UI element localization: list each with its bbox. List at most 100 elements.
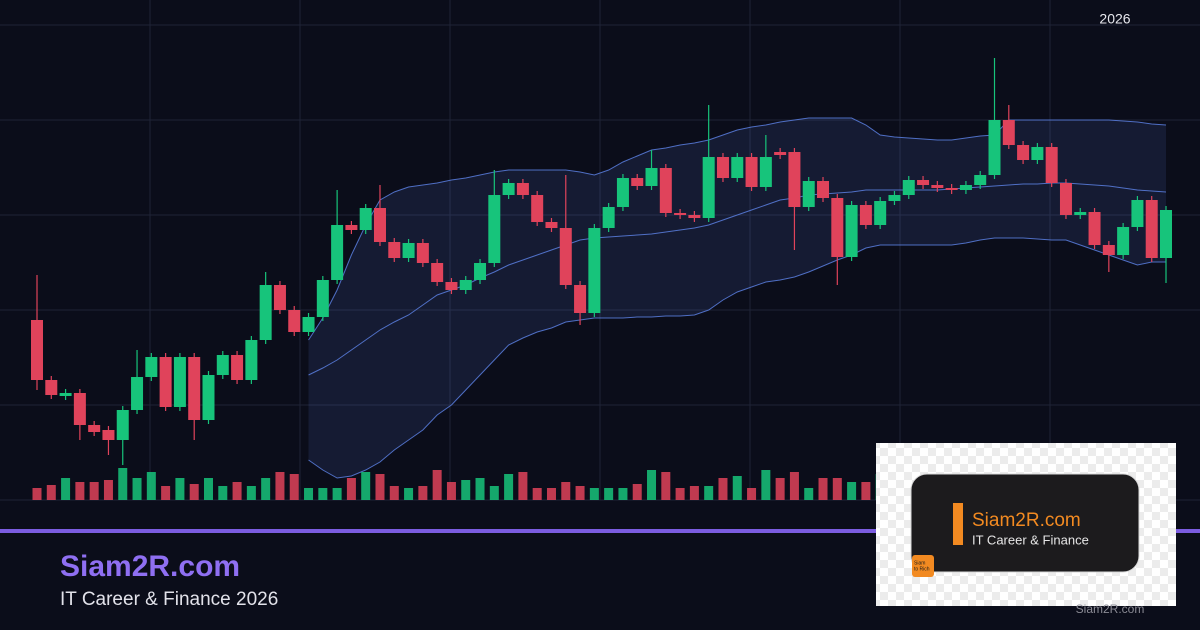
card-title: Siam2R.com [972,510,1081,531]
volume-bar [346,478,356,500]
tagline: IT Career & Finance 2026 [60,589,278,610]
candle-body [402,243,415,258]
volume-bar [61,478,71,500]
candle-body [88,425,101,432]
candle-body [545,222,558,228]
candle-body [431,263,444,282]
candle-body [131,377,144,410]
volume-bar [103,480,113,500]
volume-bar [161,486,171,500]
x-axis-label: 2026 [1099,11,1130,27]
candle-body [145,357,158,377]
candle-body [659,168,672,213]
candle-body [1088,212,1101,245]
candle-body [459,280,472,290]
candle-body [1059,183,1072,215]
logo-card: Siam2R.com IT Career & Finance Siam to R… [876,443,1176,606]
candle-body [302,317,315,332]
candle-body [759,157,772,187]
volume-bar [718,478,728,500]
candle-body [931,185,944,188]
candle-body [959,185,972,190]
candle-body [1131,200,1144,227]
logo-text: Siam [914,560,925,566]
candle-body [874,201,887,225]
candle-body [388,242,401,258]
volume-bar [218,486,228,500]
candle-body [345,225,358,230]
candle-body [974,175,987,185]
candle-body [988,120,1001,175]
candle-body [216,355,229,375]
candle-body [1031,147,1044,160]
accent-bar [953,503,963,545]
candle-body [359,208,372,230]
candle-body [159,357,172,407]
candle-body [602,207,615,228]
candle-body [559,228,572,285]
candle-body [788,152,801,207]
volume-bar [689,486,699,500]
volume-bar [847,482,857,500]
logo-text: to Rich [914,566,930,572]
volume-bar [518,472,528,500]
volume-bar [189,484,199,500]
candle-body [59,393,72,396]
volume-bar [761,470,771,500]
candle-body [859,205,872,225]
volume-bar [32,488,42,500]
candle-body [488,195,501,263]
volume-bar [832,478,842,500]
volume-bar [747,488,757,500]
volume-bar [818,478,828,500]
volume-bar [789,472,799,500]
volume-bar [618,488,628,500]
volume-bar [118,468,128,500]
band-upper [308,117,1167,341]
candle-body [917,180,930,185]
volume-bar [861,482,871,500]
volume-bar [75,482,85,500]
site-name: Siam2R.com [60,550,240,583]
volume-bar [332,488,342,500]
candle-body [502,183,515,195]
volume-bar [804,488,814,500]
volume-bar [532,488,542,500]
volume-bar [575,486,585,500]
divider [0,529,1200,533]
volume-bar [675,488,685,500]
volume-bar [46,485,56,500]
candle-body [802,181,815,207]
candle-body [702,157,715,218]
candle-body [531,195,544,222]
candle-body [774,152,787,155]
candle-body [188,357,201,420]
candle-body [416,243,429,263]
volume-bar [404,488,414,500]
volume-bar [89,482,99,500]
volume-bar [647,470,657,500]
candle-body [173,357,186,407]
volume-bar [361,472,371,500]
volume-bar [446,482,456,500]
volume-bar [461,480,471,500]
volume-bar [389,486,399,500]
volume-bar [632,484,642,500]
candle-body [516,183,529,195]
volume-bar [604,488,614,500]
candle-body [316,280,329,317]
card-footer: Siam2R.com [1076,602,1145,616]
volume-bar [375,474,385,500]
volume-bar [203,478,213,500]
candle-body [1045,147,1058,183]
volume-bar [561,482,571,500]
volume-bar [232,482,242,500]
candle-body [474,263,487,280]
volume-bar [246,486,256,500]
volume-bar [489,486,499,500]
candle-body [288,310,301,332]
candle-body [273,285,286,310]
volume-bar [661,472,671,500]
candle-body [259,285,272,340]
